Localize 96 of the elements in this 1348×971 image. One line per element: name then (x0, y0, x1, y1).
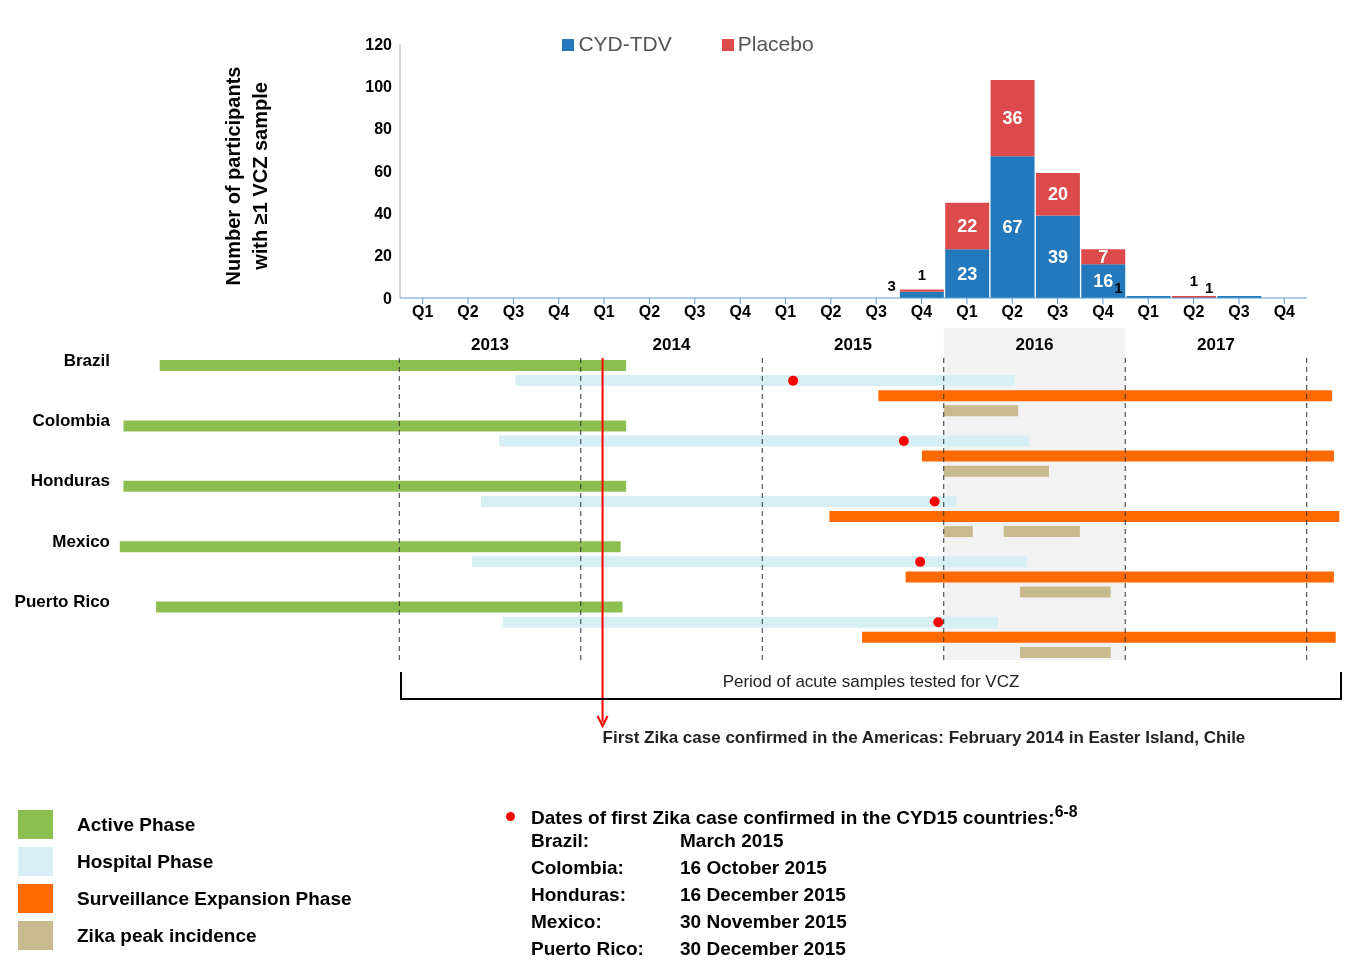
x-tick-label: 2014 (652, 335, 691, 354)
point (933, 617, 944, 628)
bar (862, 631, 1336, 643)
y-tick-label: 80 (374, 120, 393, 138)
x-tick-label: Q3 (684, 303, 706, 321)
text: Puerto Rico: 30 December 2015 (531, 938, 846, 959)
bar (1035, 173, 1080, 216)
y-tick-label: Colombia (32, 410, 111, 430)
y-tick-label: 100 (365, 78, 393, 96)
text: Honduras: 16 December 2015 (531, 884, 846, 905)
bar (899, 289, 944, 292)
bar (943, 465, 1049, 477)
y-axis-title: Number of participants with ≥1 VCZ sample (222, 66, 271, 286)
bar (905, 571, 1334, 583)
data-label: 23 (957, 263, 978, 284)
legend-label: Surveillance Expansion Phase (77, 887, 352, 910)
data-label: 39 (1047, 246, 1068, 267)
x-tick-label: Q1 (593, 303, 615, 321)
y-tick-label: 60 (374, 162, 393, 180)
bracket: Period of acute samples tested for VCZ (400, 672, 1342, 700)
legend-label: Placebo (737, 32, 814, 55)
bar (119, 541, 621, 553)
bar (123, 420, 627, 432)
point (788, 375, 799, 386)
data-label: 1 (1114, 278, 1123, 296)
bar (1019, 586, 1111, 598)
x-tick-label: Q3 (1228, 303, 1250, 321)
legend-label: Dates of first Zika case confirmed in the CYD15 countries:$^{6-8}$ (531, 802, 1078, 830)
point (915, 556, 926, 567)
bar (943, 526, 973, 538)
data-label: 67 (1002, 217, 1023, 238)
data-label: 20 (1047, 184, 1068, 205)
bar (480, 495, 957, 507)
bar (502, 616, 999, 628)
x-tick-label: Q4 (1273, 303, 1296, 321)
y-tick-label: 120 (365, 35, 393, 53)
data-label: 16 (1093, 271, 1114, 292)
legend-label: CYD-TDV (578, 32, 672, 55)
legend-label: Zika peak incidence (77, 924, 257, 947)
bar (829, 511, 1340, 522)
data-label: 1 (1204, 278, 1214, 296)
data-label: 36 (1002, 108, 1023, 129)
bar (1019, 646, 1111, 658)
y-tick-label: Brazil (63, 350, 110, 370)
data-label: 1 (1189, 271, 1199, 289)
x-tick-label: 2016 (1015, 335, 1054, 354)
x-tick-label: Q1 (956, 303, 978, 321)
legend-label: Hospital Phase (77, 850, 214, 873)
data-label: 3 (887, 276, 896, 294)
x-tick-label: Q2 (457, 303, 479, 321)
bar (515, 375, 1015, 387)
text: Mexico: 30 November 2015 (531, 911, 847, 932)
text: Brazil: March 2015 (531, 830, 784, 851)
bar (943, 405, 1019, 417)
data-label: 7 (1098, 246, 1109, 267)
x-tick-label: Q2 (820, 303, 842, 321)
y-tick-label: Honduras (30, 471, 110, 491)
x-tick-label: Q3 (1046, 303, 1069, 321)
y-tick-label: Mexico (52, 531, 110, 551)
bar (1003, 526, 1080, 538)
y-tick-label: 40 (374, 205, 393, 223)
x-tick-label: Q4 (548, 303, 570, 321)
x-tick-label: Q2 (638, 303, 661, 321)
legend-label: Active Phase (77, 813, 196, 836)
y-tick-label: 20 (374, 247, 393, 265)
bar (159, 360, 627, 371)
x-tick-label: 2013 (471, 335, 509, 354)
bar (499, 435, 1030, 447)
bar (945, 202, 990, 250)
bar (123, 480, 627, 492)
x-tick-label: Q3 (865, 303, 887, 321)
bar (990, 79, 1035, 157)
x-tick-label: Q4 (729, 303, 751, 321)
bar (156, 601, 623, 613)
ref-line-label: First Zika case confirmed in the Americas: February 2014 in Easter Island, Chile (602, 728, 1246, 747)
bar (1081, 249, 1126, 265)
x-tick-label: 2017 (1197, 335, 1235, 354)
x-tick-label: Q4 (1092, 303, 1114, 321)
data-label: 22 (957, 216, 978, 237)
x-tick-label: Q2 (1001, 303, 1023, 321)
data-label: 1 (917, 265, 927, 283)
x-tick-label: Q4 (910, 303, 933, 321)
text: Colombia: 16 October 2015 (531, 857, 827, 878)
x-tick-label: Q2 (1182, 303, 1205, 321)
x-tick-label: 2015 (834, 335, 872, 354)
x-tick-label: Q3 (502, 303, 525, 321)
y-tick-label: 0 (383, 289, 393, 307)
x-tick-label: Q1 (412, 303, 434, 321)
point (898, 436, 909, 447)
bar (921, 450, 1334, 462)
x-tick-label: Q1 (774, 303, 797, 321)
y-tick-label: Puerto Rico (14, 592, 110, 612)
x-tick-label: Q1 (1137, 303, 1160, 321)
bar (471, 556, 1028, 568)
point (929, 496, 940, 507)
bar (878, 390, 1333, 402)
